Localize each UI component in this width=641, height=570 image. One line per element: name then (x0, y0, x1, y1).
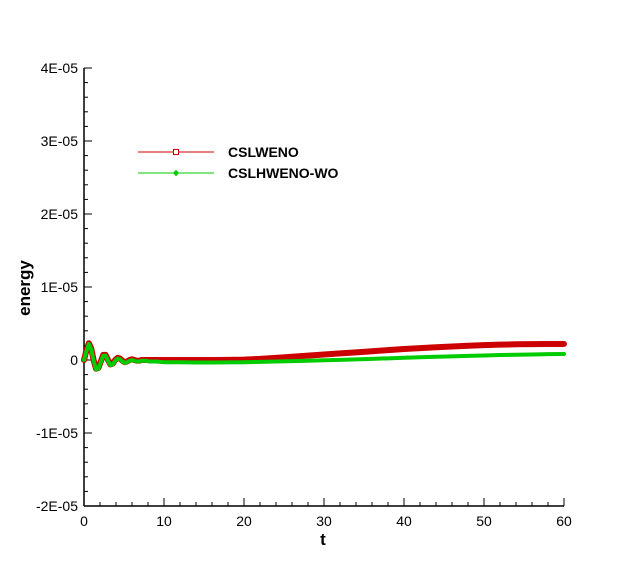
y-tick-label: -2E-05 (36, 498, 78, 514)
legend-marker-1 (172, 169, 180, 177)
x-tick-label: 10 (156, 513, 172, 529)
legend-label-0: CSLWENO (228, 144, 299, 160)
x-tick-label: 60 (556, 513, 572, 529)
y-tick-label: 0 (70, 352, 78, 368)
legend-label-1: CSLHWENO-WO (228, 165, 339, 181)
x-tick-label: 30 (316, 513, 332, 529)
x-axis-title: t (320, 530, 326, 549)
legend-marker-0 (173, 149, 179, 155)
y-tick-label: 2E-05 (41, 206, 79, 222)
ticks: 0 10 20 30 40 50 60 -2E-05 -1E-05 0 1E-05 2E-05 3E-0… (36, 60, 572, 529)
y-tick-label: 4E-05 (41, 60, 79, 76)
y-tick-label: 3E-05 (41, 133, 79, 149)
y-tick-label: 1E-05 (41, 279, 79, 295)
series-line-1 (82, 341, 566, 372)
y-axis-title: energy (15, 260, 34, 316)
x-tick-label: 40 (396, 513, 412, 529)
x-tick-label: 20 (236, 513, 252, 529)
legend: CSLWENO CSLHWENO-WO (138, 144, 339, 181)
axes (83, 68, 564, 507)
x-tick-label: 50 (476, 513, 492, 529)
series-lines (81, 340, 567, 372)
x-tick-label: 0 (80, 513, 88, 529)
y-tick-label: -1E-05 (36, 425, 78, 441)
